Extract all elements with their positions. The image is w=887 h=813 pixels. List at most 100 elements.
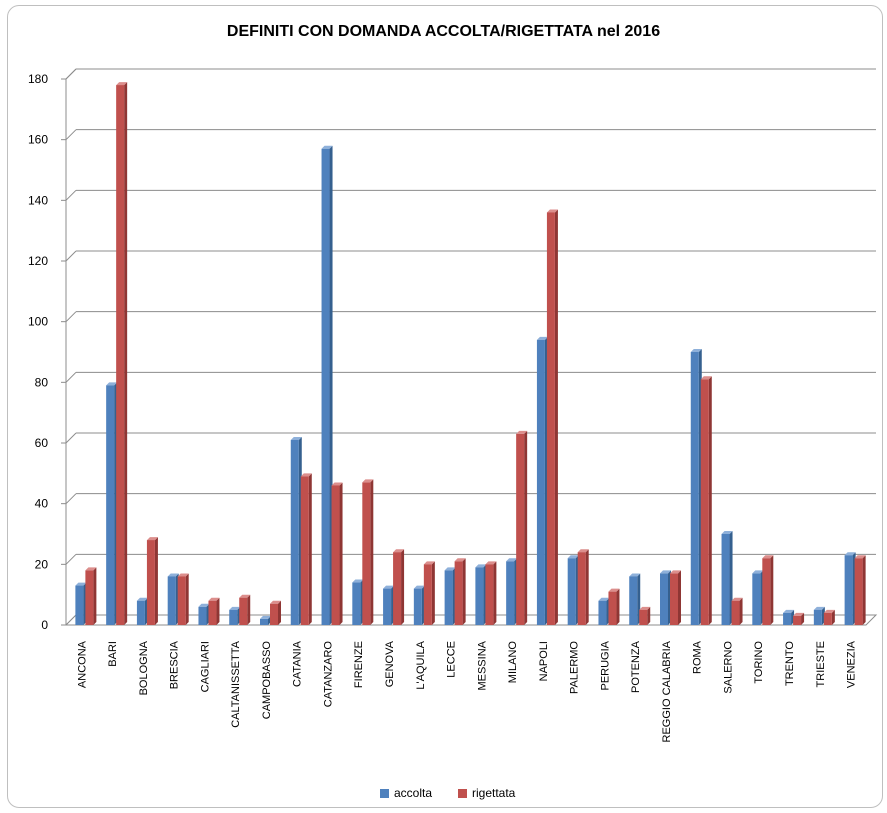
x-tick-label: BARI — [107, 641, 119, 667]
bar-rigettata-top — [393, 549, 405, 553]
bar-accolta — [136, 600, 145, 625]
y-tick-label: 140 — [28, 193, 48, 207]
bar-rigettata — [577, 552, 586, 625]
bar-accolta — [321, 148, 330, 625]
x-tick-label: CATANIA — [292, 640, 304, 687]
bar-rigettata — [516, 433, 525, 625]
bar-rigettata-top — [85, 567, 97, 571]
x-tick-label: POTENZA — [630, 640, 642, 693]
bar-rigettata-top — [762, 555, 774, 559]
bar-accolta — [567, 558, 576, 625]
gridline-depth — [65, 250, 77, 262]
bar-accolta — [106, 385, 115, 625]
bar-accolta-top — [413, 585, 425, 589]
bar-rigettata-side — [278, 600, 281, 625]
bar-accolta — [813, 609, 822, 625]
bar-accolta-top — [136, 597, 148, 601]
bar-accolta — [598, 600, 607, 625]
bar-rigettata-top — [793, 612, 805, 616]
x-tick-label: SALERNO — [722, 641, 734, 694]
bar-rigettata-top — [608, 588, 620, 592]
bar-rigettata — [208, 600, 217, 625]
bar-rigettata-top — [300, 473, 312, 477]
bar-accolta — [752, 573, 761, 625]
bar-rigettata-side — [554, 209, 558, 625]
bar-rigettata-top — [331, 482, 343, 486]
bar-rigettata — [239, 597, 248, 625]
x-tick-label: BOLOGNA — [138, 640, 150, 695]
y-tick-label: 0 — [41, 618, 48, 632]
bar-accolta-top — [198, 603, 210, 607]
bar-rigettata — [423, 564, 432, 625]
bar-accolta-top — [690, 349, 702, 352]
bar-rigettata — [116, 85, 125, 626]
gridline-depth — [65, 493, 77, 505]
bar-rigettata-side — [616, 588, 620, 625]
bar-accolta-top — [106, 382, 118, 386]
bar-rigettata-side — [524, 430, 528, 625]
bar-rigettata — [762, 558, 771, 625]
bar-rigettata-top — [700, 376, 712, 380]
bar-rigettata-top — [670, 570, 681, 574]
bar-rigettata — [177, 576, 186, 625]
bar-rigettata-top — [577, 549, 589, 553]
bar-accolta-top — [844, 552, 856, 556]
bar-accolta-top — [567, 555, 579, 559]
bar-accolta — [229, 609, 238, 625]
bar-accolta — [536, 339, 545, 625]
bar-accolta — [444, 570, 453, 625]
bar-rigettata-side — [339, 482, 343, 625]
bar-rigettata-top — [146, 537, 158, 541]
bar-rigettata-side — [770, 555, 774, 625]
bar-accolta — [75, 585, 84, 625]
y-tick-label: 60 — [35, 436, 49, 450]
bar-rigettata-side — [247, 594, 251, 625]
y-tick-label: 160 — [28, 133, 48, 147]
bar-accolta-top — [813, 606, 825, 610]
bar-rigettata — [546, 212, 555, 625]
bar-accolta-top — [229, 606, 241, 610]
bar-accolta — [506, 561, 515, 625]
bar-rigettata-top — [177, 573, 189, 577]
bar-rigettata-side — [370, 479, 374, 625]
bar-rigettata-top — [270, 600, 281, 604]
x-tick-label: TRIESTE — [815, 641, 827, 687]
gridline-depth — [65, 189, 77, 201]
bar-accolta — [167, 576, 176, 625]
x-tick-label: FIRENZE — [353, 641, 365, 688]
bar-rigettata — [608, 591, 617, 625]
x-tick-label: MESSINA — [476, 640, 488, 690]
y-tick-label: 80 — [35, 375, 49, 389]
bar-rigettata-top — [423, 561, 435, 565]
bar-rigettata-side — [462, 558, 466, 625]
bar-rigettata-top — [639, 606, 651, 610]
bar-rigettata-side — [401, 549, 405, 625]
bar-accolta-top — [536, 336, 548, 340]
bar-rigettata-side — [647, 606, 651, 625]
bar-rigettata-top — [239, 594, 251, 598]
x-tick-label: CAMPOBASSO — [261, 641, 273, 720]
bar-rigettata — [854, 558, 863, 625]
bar-accolta-top — [290, 436, 302, 440]
bar-rigettata-side — [154, 537, 158, 625]
bar-rigettata — [331, 485, 340, 625]
bar-rigettata-side — [185, 573, 189, 625]
bar-rigettata-top — [454, 558, 466, 562]
bar-rigettata — [670, 573, 678, 625]
bar-rigettata — [639, 609, 648, 625]
x-tick-label: PERUGIA — [599, 640, 611, 690]
legend-label-accolta: accolta — [394, 786, 433, 800]
x-tick-label: TORINO — [753, 641, 765, 684]
bar-rigettata-side — [831, 609, 835, 625]
bar-accolta — [352, 582, 361, 625]
bar-accolta-top — [383, 585, 395, 589]
y-axis-top — [65, 68, 77, 80]
bar-accolta-top — [260, 615, 271, 619]
bar-rigettata — [485, 564, 494, 625]
bar-accolta-top — [506, 558, 518, 562]
bar-rigettata-side — [93, 567, 97, 625]
bar-rigettata-side — [862, 555, 866, 625]
bar-rigettata-top — [516, 430, 528, 434]
bar-accolta-top — [598, 597, 610, 601]
